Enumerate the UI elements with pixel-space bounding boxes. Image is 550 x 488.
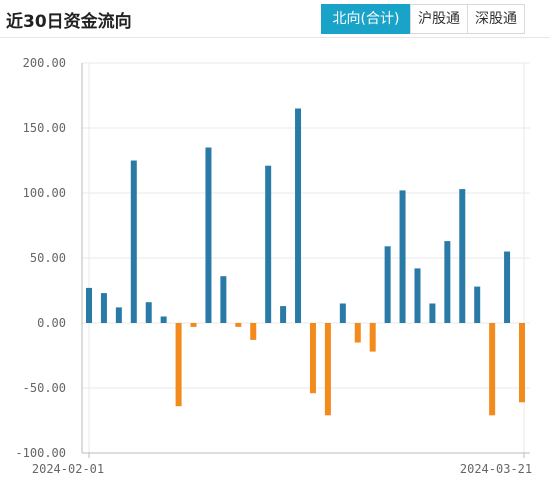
bar[interactable] xyxy=(265,165,272,323)
bar[interactable] xyxy=(295,108,302,324)
bar[interactable] xyxy=(354,323,361,343)
bar[interactable] xyxy=(250,323,257,340)
bar[interactable] xyxy=(280,306,287,323)
axes: 200.00 150.00 100.00 50.00 0.00 -50.00 -100.00… xyxy=(15,56,532,476)
bar[interactable] xyxy=(220,276,227,323)
bar[interactable] xyxy=(459,189,466,323)
bar[interactable] xyxy=(324,323,331,416)
bar[interactable] xyxy=(145,302,152,323)
x-tick-label-end: 2024-03-21 xyxy=(460,462,532,476)
bar[interactable] xyxy=(175,323,182,407)
y-tick-label: -100.00 xyxy=(15,446,66,460)
bar[interactable] xyxy=(309,323,316,394)
bar[interactable] xyxy=(444,241,451,323)
bar[interactable] xyxy=(399,190,406,323)
page-title: 近30日资金流向 xyxy=(6,12,132,32)
tab-shenzhen-connect[interactable]: 深股通 xyxy=(467,4,525,34)
bar[interactable] xyxy=(339,303,346,324)
bar[interactable] xyxy=(474,286,481,323)
header: 近30日资金流向 北向(合计) 沪股通 深股通 xyxy=(0,0,550,38)
bar[interactable] xyxy=(190,323,197,327)
bar[interactable] xyxy=(160,316,167,324)
bar[interactable] xyxy=(115,307,122,323)
bar[interactable] xyxy=(205,147,212,324)
tab-northbound-total[interactable]: 北向(合计) xyxy=(321,4,411,34)
bar[interactable] xyxy=(504,251,511,324)
bar[interactable] xyxy=(519,323,525,403)
bars xyxy=(86,108,525,416)
bar[interactable] xyxy=(235,323,242,327)
x-tick-label-start: 2024-02-01 xyxy=(32,462,104,476)
y-tick-label: 0.00 xyxy=(37,316,66,330)
bar[interactable] xyxy=(384,246,391,323)
y-tick-label: 200.00 xyxy=(23,56,66,70)
bar[interactable] xyxy=(100,293,107,323)
tab-shanghai-connect[interactable]: 沪股通 xyxy=(410,4,468,34)
bar[interactable] xyxy=(429,303,436,324)
tab-group: 北向(合计) 沪股通 深股通 xyxy=(321,4,525,34)
bar[interactable] xyxy=(489,323,496,416)
bar[interactable] xyxy=(130,160,137,324)
bar[interactable] xyxy=(86,287,92,323)
bar[interactable] xyxy=(369,323,376,352)
y-tick-label: 150.00 xyxy=(23,121,66,135)
y-tick-label: -50.00 xyxy=(23,381,66,395)
bar[interactable] xyxy=(414,268,421,323)
y-tick-label: 100.00 xyxy=(23,186,66,200)
y-tick-label: 50.00 xyxy=(30,251,66,265)
